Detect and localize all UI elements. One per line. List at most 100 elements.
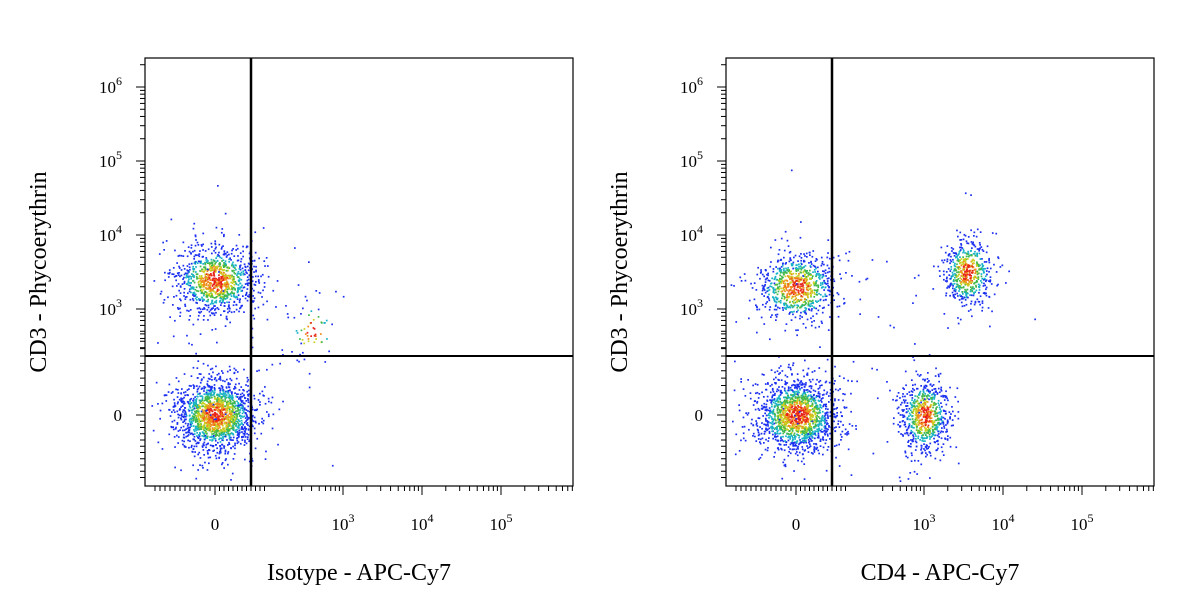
event-dot bbox=[810, 290, 812, 292]
event-dot bbox=[811, 420, 814, 423]
event-dot bbox=[779, 425, 781, 427]
event-dot bbox=[229, 424, 232, 426]
event-dot bbox=[169, 415, 172, 417]
event-dot bbox=[227, 305, 230, 308]
event-dot bbox=[222, 297, 225, 300]
event-dot bbox=[228, 288, 230, 290]
event-dot bbox=[757, 431, 760, 434]
event-dot bbox=[832, 403, 835, 405]
event-dot bbox=[243, 415, 246, 418]
event-dot bbox=[798, 391, 800, 394]
event-dot bbox=[780, 391, 783, 394]
event-dot bbox=[822, 270, 824, 272]
event-dot bbox=[235, 431, 237, 433]
event-dot bbox=[757, 407, 760, 410]
event-dot bbox=[239, 404, 241, 407]
event-dot bbox=[217, 396, 219, 399]
event-dot bbox=[786, 304, 788, 307]
y-tick-label: 103 bbox=[99, 296, 122, 319]
event-dot bbox=[825, 275, 827, 277]
event-dot bbox=[209, 414, 212, 416]
event-dot bbox=[219, 284, 221, 287]
event-dot bbox=[173, 404, 176, 406]
event-dot bbox=[818, 395, 821, 397]
event-dot bbox=[809, 277, 812, 280]
event-dot bbox=[792, 285, 795, 287]
event-dot bbox=[219, 296, 222, 298]
event-dot bbox=[752, 435, 754, 437]
y-axis-title: CD3 - Phycoerythrin bbox=[26, 171, 52, 372]
event-dot bbox=[213, 392, 216, 395]
event-dot bbox=[189, 426, 191, 429]
event-dot bbox=[812, 430, 814, 433]
event-dot bbox=[206, 384, 209, 387]
event-dot bbox=[193, 295, 195, 297]
event-dot bbox=[819, 417, 821, 420]
event-dot bbox=[214, 435, 217, 438]
event-dot bbox=[242, 402, 245, 405]
event-dot bbox=[258, 422, 260, 425]
event-dot bbox=[802, 280, 805, 283]
event-dot bbox=[230, 281, 232, 284]
event-dot bbox=[226, 404, 228, 406]
event-dot bbox=[225, 390, 227, 393]
event-dot bbox=[804, 428, 806, 431]
event-dot bbox=[803, 395, 805, 398]
event-dot bbox=[811, 408, 814, 410]
event-dot bbox=[805, 412, 807, 414]
event-dot bbox=[232, 433, 235, 436]
event-dot bbox=[799, 306, 801, 309]
event-dot bbox=[809, 423, 811, 426]
event-dot bbox=[816, 428, 818, 431]
event-dot bbox=[794, 438, 796, 440]
event-dot bbox=[211, 419, 213, 422]
event-dot bbox=[789, 452, 792, 455]
event-dot bbox=[197, 360, 200, 362]
event-dot bbox=[210, 246, 213, 248]
event-dot bbox=[234, 296, 237, 299]
event-dot bbox=[213, 427, 216, 429]
event-dot bbox=[225, 458, 227, 460]
event-dot bbox=[769, 422, 772, 424]
event-dot bbox=[781, 297, 783, 300]
event-dot bbox=[811, 378, 814, 381]
event-dot bbox=[802, 417, 804, 419]
event-dot bbox=[233, 311, 236, 313]
event-dot bbox=[223, 447, 225, 449]
event-dot bbox=[801, 403, 804, 405]
event-dot bbox=[809, 305, 811, 308]
event-dot bbox=[776, 435, 779, 438]
event-dot bbox=[232, 414, 235, 417]
event-dot bbox=[246, 276, 249, 278]
event-dot bbox=[202, 284, 204, 286]
event-dot bbox=[218, 267, 221, 270]
event-dot bbox=[162, 301, 165, 304]
event-dot bbox=[220, 281, 222, 284]
event-dot bbox=[240, 258, 243, 260]
event-dot bbox=[810, 427, 813, 430]
event-dot bbox=[787, 366, 790, 369]
event-dot bbox=[755, 392, 757, 395]
event-dot bbox=[825, 380, 828, 383]
event-dot bbox=[181, 405, 184, 407]
event-dot bbox=[807, 286, 809, 289]
event-dot bbox=[171, 285, 174, 288]
event-dot bbox=[801, 433, 803, 436]
event-dot bbox=[184, 415, 187, 418]
event-dot bbox=[234, 267, 236, 269]
event-dot bbox=[192, 464, 194, 467]
event-dot bbox=[199, 407, 201, 410]
event-dot bbox=[778, 367, 781, 369]
event-dot bbox=[229, 389, 231, 392]
event-dot bbox=[187, 276, 190, 279]
event-dot bbox=[807, 410, 809, 412]
event-dot bbox=[196, 425, 199, 428]
event-dot bbox=[209, 279, 212, 282]
event-dot bbox=[792, 272, 795, 275]
event-dot bbox=[219, 379, 222, 381]
event-dot bbox=[741, 426, 744, 428]
event-dot bbox=[848, 423, 851, 425]
event-dot bbox=[227, 433, 229, 436]
event-dot bbox=[834, 416, 837, 419]
event-dot bbox=[198, 418, 200, 420]
